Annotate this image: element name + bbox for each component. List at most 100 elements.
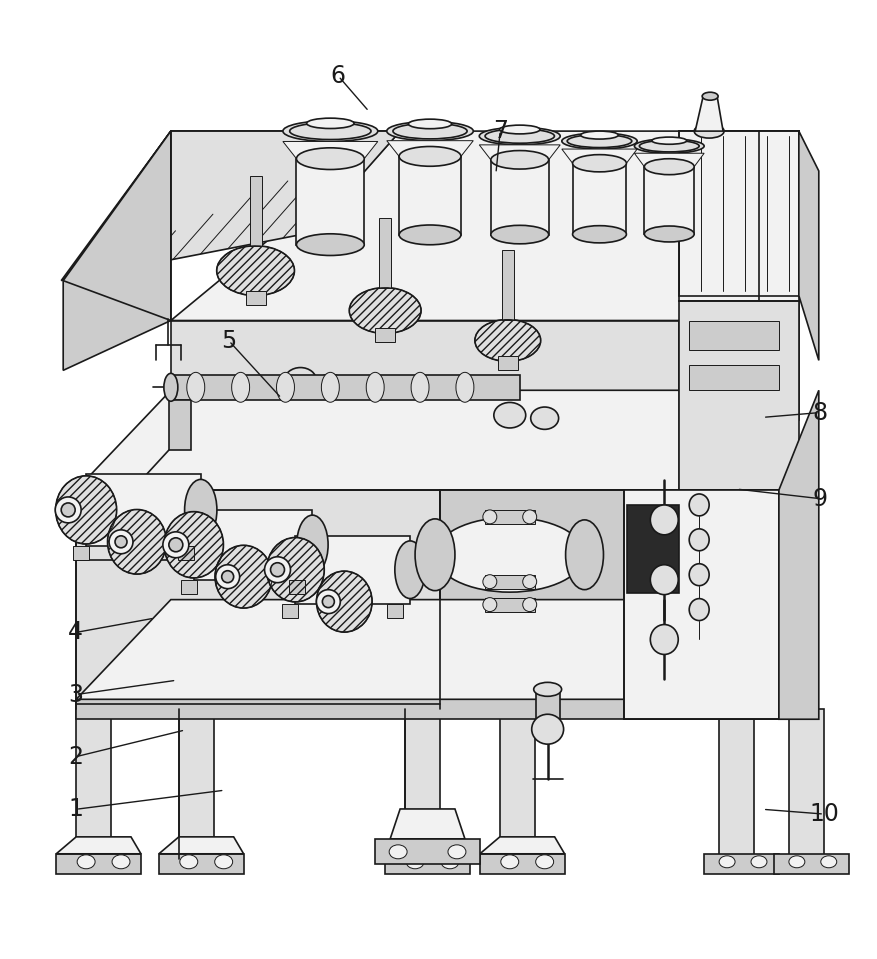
Ellipse shape [267,537,324,602]
Ellipse shape [694,124,724,138]
Ellipse shape [393,124,467,139]
Ellipse shape [276,372,294,402]
Ellipse shape [561,133,637,149]
Ellipse shape [289,123,371,139]
Ellipse shape [447,845,466,859]
Ellipse shape [55,497,81,523]
Ellipse shape [535,854,553,869]
Polygon shape [679,131,798,490]
Ellipse shape [221,571,233,583]
Polygon shape [399,156,460,235]
Ellipse shape [688,564,709,586]
Ellipse shape [296,148,364,170]
Polygon shape [778,390,818,719]
Ellipse shape [55,476,117,544]
Bar [289,579,305,594]
Ellipse shape [455,372,474,402]
Ellipse shape [296,234,364,255]
Polygon shape [798,131,818,361]
Polygon shape [76,490,439,710]
Ellipse shape [650,624,677,654]
Bar [758,131,798,420]
Ellipse shape [493,403,525,428]
Polygon shape [171,375,519,400]
Bar [181,579,196,594]
Ellipse shape [115,536,127,548]
Ellipse shape [650,565,677,595]
Polygon shape [679,131,798,300]
Ellipse shape [163,532,189,558]
Bar [374,329,395,342]
Polygon shape [479,145,560,160]
Ellipse shape [349,288,421,334]
Text: 7: 7 [492,119,507,143]
Ellipse shape [644,159,694,175]
Ellipse shape [321,372,339,402]
Bar [484,597,534,612]
Ellipse shape [61,503,75,517]
Ellipse shape [164,373,178,401]
Ellipse shape [270,563,284,576]
Ellipse shape [387,122,473,141]
Ellipse shape [688,528,709,550]
Polygon shape [76,599,788,699]
Polygon shape [634,153,703,167]
Ellipse shape [184,480,217,541]
Bar [484,574,534,589]
Ellipse shape [264,557,290,583]
Text: 4: 4 [68,620,83,644]
Ellipse shape [216,565,239,589]
Polygon shape [561,149,637,163]
Polygon shape [389,809,465,839]
Ellipse shape [180,854,197,869]
Ellipse shape [434,517,584,592]
Ellipse shape [479,128,560,145]
Ellipse shape [440,854,459,869]
Text: 3: 3 [68,683,83,707]
Ellipse shape [750,855,766,868]
Ellipse shape [788,855,804,868]
Polygon shape [171,320,679,490]
Ellipse shape [533,683,561,696]
Ellipse shape [406,854,424,869]
Polygon shape [56,854,141,874]
Ellipse shape [395,541,424,598]
Ellipse shape [316,590,340,614]
Polygon shape [63,131,400,281]
Ellipse shape [530,407,558,430]
Ellipse shape [531,714,563,744]
Ellipse shape [306,118,353,129]
Ellipse shape [490,225,548,244]
Polygon shape [76,390,679,490]
Polygon shape [480,837,564,854]
Ellipse shape [217,246,294,295]
Polygon shape [773,854,848,874]
Ellipse shape [168,538,182,551]
Polygon shape [296,158,364,245]
Ellipse shape [482,597,496,612]
Bar [379,218,391,288]
Ellipse shape [215,546,272,608]
Text: 6: 6 [331,64,346,88]
Ellipse shape [688,598,709,620]
Ellipse shape [644,226,694,242]
Polygon shape [703,854,778,874]
Text: 8: 8 [811,401,826,425]
Polygon shape [624,490,778,719]
Ellipse shape [522,574,536,589]
Polygon shape [385,854,469,874]
Polygon shape [159,854,243,874]
Ellipse shape [107,509,167,574]
Polygon shape [171,131,798,320]
Polygon shape [490,160,548,235]
Bar [73,546,89,560]
Text: 2: 2 [68,745,83,769]
Polygon shape [644,167,694,234]
Polygon shape [56,837,141,854]
Bar [282,603,298,618]
Ellipse shape [316,374,344,396]
Ellipse shape [490,151,548,169]
Ellipse shape [408,119,451,129]
Ellipse shape [718,855,734,868]
Bar [499,710,534,864]
